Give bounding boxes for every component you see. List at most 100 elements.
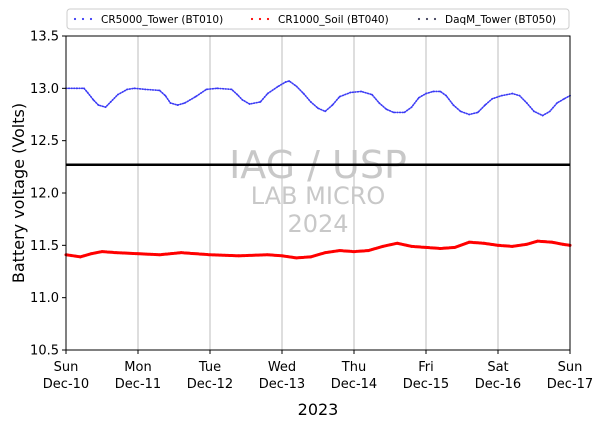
data-point — [367, 249, 370, 252]
data-point — [266, 92, 269, 95]
data-point — [158, 89, 161, 92]
x-tick-label-date: Dec-10 — [43, 377, 89, 392]
data-point — [79, 255, 82, 259]
data-point — [518, 94, 521, 97]
data-point — [116, 93, 119, 96]
series-0 — [65, 80, 571, 117]
legend-marker — [258, 17, 262, 21]
data-point — [205, 88, 208, 91]
x-tick-label-date: Dec-13 — [259, 377, 305, 392]
data-point — [395, 241, 399, 245]
y-tick-label: 11.5 — [30, 239, 59, 254]
y-axis: 10.5 11.0 11.5 12.0 12.5 13.0 13.5 — [30, 30, 66, 359]
legend-label: CR5000_Tower (BT010) — [101, 14, 223, 26]
watermark: IAG / USP LAB MICRO 2024 — [229, 143, 407, 238]
data-point — [511, 244, 514, 248]
y-tick-label: 12.0 — [30, 187, 59, 202]
data-point — [266, 253, 269, 257]
x-tick-label-day: Sun — [54, 360, 79, 375]
x-tick-label-day: Sun — [558, 360, 583, 375]
data-point — [288, 80, 291, 82]
legend-marker — [425, 17, 429, 21]
data-point — [548, 110, 551, 113]
data-point — [100, 250, 104, 254]
data-point — [550, 240, 554, 244]
data-point — [144, 88, 147, 91]
data-point — [280, 254, 284, 258]
data-point — [176, 104, 179, 106]
data-point — [183, 102, 186, 104]
data-point — [323, 251, 327, 255]
data-point — [385, 108, 388, 111]
data-point — [109, 101, 112, 103]
legend-marker — [73, 17, 77, 21]
x-tick-label-day: Thu — [341, 360, 366, 375]
data-point — [452, 104, 455, 106]
data-point — [208, 253, 212, 257]
x-tick-label-date: Dec-12 — [187, 377, 233, 392]
data-point — [338, 249, 341, 252]
data-point — [104, 106, 107, 109]
y-tick-label: 13.5 — [30, 30, 59, 45]
data-point — [392, 111, 395, 114]
data-point — [92, 98, 95, 101]
data-point — [563, 97, 566, 100]
data-point — [83, 87, 85, 90]
data-point — [556, 102, 558, 104]
x-tick-label-date: Dec-11 — [115, 377, 161, 392]
data-point — [349, 91, 352, 94]
data-point — [417, 96, 420, 99]
legend-label: CR1000_Soil (BT040) — [278, 14, 389, 26]
data-point — [309, 101, 312, 103]
data-point — [511, 92, 514, 95]
data-point — [136, 252, 140, 256]
data-point — [453, 246, 457, 249]
data-point — [284, 81, 287, 83]
data-point — [302, 92, 305, 95]
data-point — [533, 110, 535, 113]
data-point — [241, 98, 244, 101]
data-point — [425, 92, 427, 95]
data-point — [525, 242, 529, 246]
data-point — [410, 244, 413, 248]
data-point — [259, 101, 262, 103]
data-point — [525, 102, 528, 104]
x-tick-label-day: Tue — [198, 360, 221, 375]
data-point — [476, 111, 479, 114]
data-point — [331, 104, 334, 106]
x-tick-label-day: Mon — [124, 360, 151, 375]
legend: CR5000_Tower (BT010) CR1000_Soil (BT040) D… — [66, 8, 570, 30]
data-point — [126, 88, 129, 91]
data-point — [115, 251, 118, 255]
data-point — [439, 247, 442, 250]
data-point — [237, 254, 241, 258]
y-tick-label: 12.5 — [30, 134, 59, 149]
data-point — [236, 93, 239, 96]
watermark-line2: LAB MICRO — [251, 182, 386, 210]
data-point — [86, 91, 89, 94]
x-tick-label-day: Fri — [418, 360, 434, 375]
data-point — [432, 90, 435, 93]
data-point — [158, 253, 162, 257]
x-tick-label-date: Dec-17 — [547, 377, 593, 392]
legend-marker — [250, 17, 254, 21]
legend-marker — [433, 17, 437, 21]
x-tick-label-day: Sat — [487, 360, 508, 375]
x-tick-label-date: Dec-16 — [475, 377, 521, 392]
x-tick-label-day: Wed — [268, 360, 296, 375]
x-tick-label-date: Dec-15 — [403, 377, 449, 392]
data-point — [309, 255, 313, 259]
data-point — [371, 93, 373, 96]
x-axis-label: 2023 — [298, 400, 339, 419]
legend-marker — [89, 17, 93, 21]
legend-label: DaqM_Tower (BT050) — [445, 14, 556, 26]
legend-marker — [266, 17, 270, 21]
series-line — [65, 80, 571, 117]
data-point — [277, 85, 280, 88]
data-point — [295, 256, 298, 260]
series-line — [64, 239, 572, 260]
data-point — [410, 106, 413, 109]
data-point — [467, 240, 471, 244]
data-point — [194, 95, 197, 98]
data-point — [179, 251, 183, 255]
